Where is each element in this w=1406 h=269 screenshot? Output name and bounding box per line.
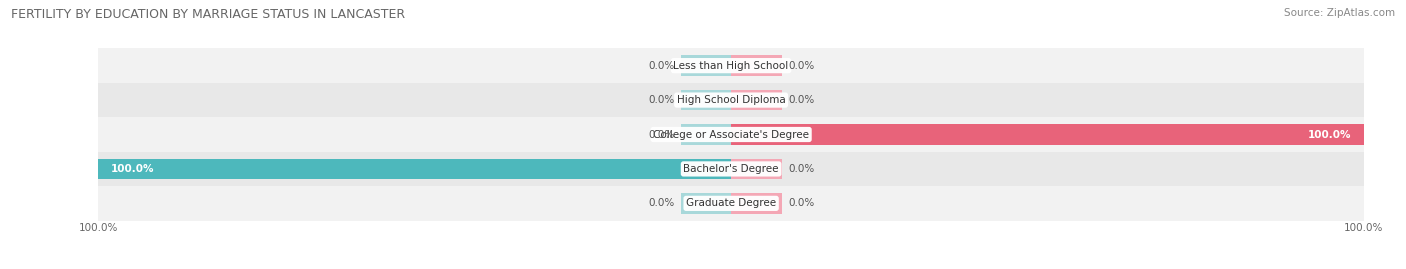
Bar — [731, 90, 782, 110]
Bar — [98, 48, 1364, 83]
Text: Graduate Degree: Graduate Degree — [686, 198, 776, 208]
Bar — [98, 117, 1364, 152]
Bar — [98, 159, 731, 179]
Bar — [98, 152, 1364, 186]
Text: Less than High School: Less than High School — [673, 61, 789, 71]
Text: FERTILITY BY EDUCATION BY MARRIAGE STATUS IN LANCASTER: FERTILITY BY EDUCATION BY MARRIAGE STATU… — [11, 8, 405, 21]
Text: 100.0%: 100.0% — [1308, 129, 1351, 140]
Bar — [681, 124, 731, 145]
Bar — [731, 159, 782, 179]
Bar — [731, 55, 782, 76]
Text: 0.0%: 0.0% — [787, 164, 814, 174]
Bar — [681, 90, 731, 110]
Text: 0.0%: 0.0% — [648, 95, 675, 105]
Text: Source: ZipAtlas.com: Source: ZipAtlas.com — [1284, 8, 1395, 18]
Text: 0.0%: 0.0% — [648, 129, 675, 140]
Text: 100.0%: 100.0% — [111, 164, 155, 174]
Text: College or Associate's Degree: College or Associate's Degree — [654, 129, 808, 140]
Bar — [731, 124, 1364, 145]
Text: 0.0%: 0.0% — [787, 61, 814, 71]
Text: 0.0%: 0.0% — [648, 198, 675, 208]
Bar — [681, 55, 731, 76]
Text: 0.0%: 0.0% — [787, 95, 814, 105]
Text: 0.0%: 0.0% — [787, 198, 814, 208]
Text: Bachelor's Degree: Bachelor's Degree — [683, 164, 779, 174]
Text: 0.0%: 0.0% — [648, 61, 675, 71]
Bar — [98, 186, 1364, 221]
Bar — [731, 193, 782, 214]
Bar — [98, 83, 1364, 117]
Text: High School Diploma: High School Diploma — [676, 95, 786, 105]
Bar — [681, 193, 731, 214]
